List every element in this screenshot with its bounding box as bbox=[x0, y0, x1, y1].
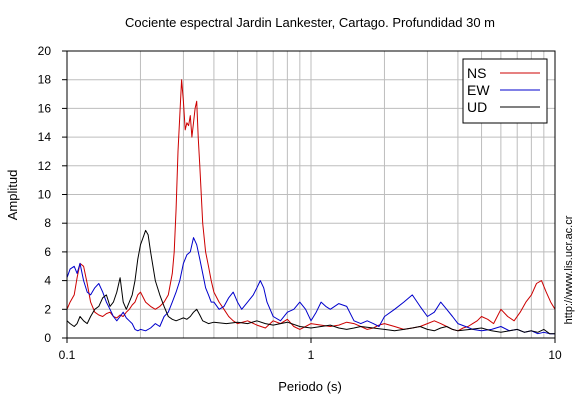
y-tick-labels: 0 2 4 6 8 10 12 14 16 18 20 bbox=[38, 44, 67, 345]
x-tick-label: 10 bbox=[548, 348, 562, 362]
x-tick-label: 1 bbox=[308, 348, 315, 362]
x-tick-labels: 0.1 1 10 bbox=[59, 338, 562, 362]
series-line-ud bbox=[66, 229, 555, 335]
legend-box bbox=[462, 58, 548, 124]
legend-label-ud: UD bbox=[467, 99, 487, 115]
plot-frame bbox=[66, 50, 556, 339]
y-tick-label: 10 bbox=[38, 188, 52, 202]
legend-label-ew: EW bbox=[467, 82, 490, 98]
y-tick-label: 14 bbox=[38, 130, 52, 144]
legend-label-ns: NS bbox=[467, 65, 486, 81]
y-tick-label: 2 bbox=[44, 302, 51, 316]
y-axis-label: Amplitud bbox=[5, 170, 20, 221]
chart-title: Cociente espectral Jardin Lankester, Car… bbox=[125, 15, 495, 30]
series-line-ew bbox=[66, 237, 555, 335]
series-line-ns bbox=[66, 79, 556, 332]
y-tick-label: 0 bbox=[44, 331, 51, 345]
y-tick-label: 18 bbox=[38, 73, 52, 87]
y-tick-label: 16 bbox=[38, 101, 52, 115]
side-url-text: http://www.lis.ucr.ac.cr bbox=[563, 215, 575, 324]
y-tick-label: 6 bbox=[44, 245, 51, 259]
y-tick-label: 12 bbox=[38, 159, 52, 173]
y-tick-label: 20 bbox=[38, 44, 52, 58]
y-tick-label: 4 bbox=[44, 274, 51, 288]
y-tick-label: 8 bbox=[44, 216, 51, 230]
series-lines bbox=[66, 79, 556, 335]
x-axis-label: Periodo (s) bbox=[278, 379, 342, 394]
x-tick-label: 0.1 bbox=[59, 348, 76, 362]
